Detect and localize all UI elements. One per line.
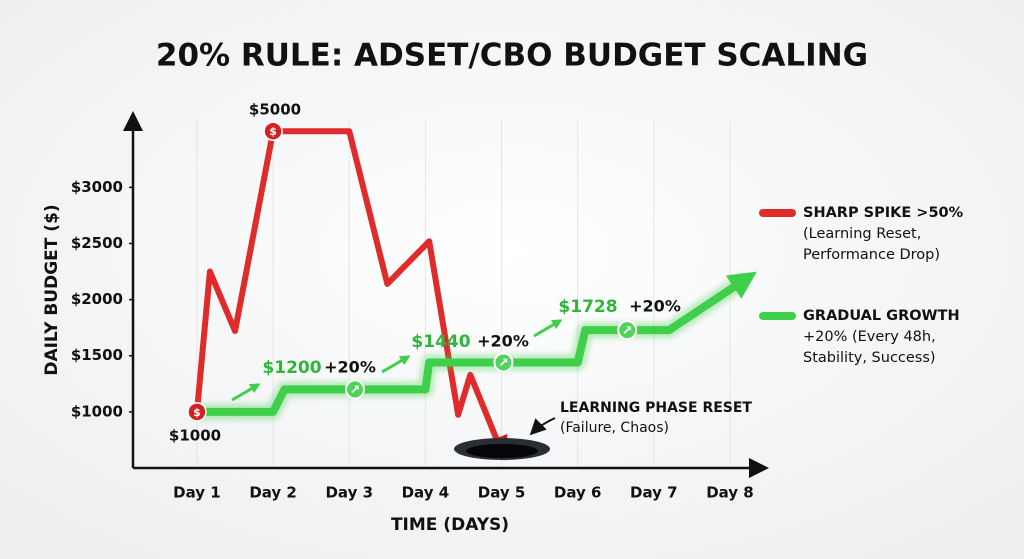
x-tick-label: Day 2 [249, 484, 297, 502]
annotation: $1440 [411, 332, 470, 352]
growth-arrow [231, 383, 261, 402]
legend-label: SHARP SPIKE >50% [803, 205, 964, 221]
x-tick-label: Day 1 [173, 484, 221, 502]
y-tick-label: $3000 [71, 178, 123, 196]
x-tick-label: Day 8 [706, 484, 754, 502]
annotation: $1000 [169, 427, 221, 445]
marker-symbol: $ [193, 406, 201, 419]
y-tick-label: $1500 [71, 346, 123, 364]
y-axis-title: DAILY BUDGET ($) [42, 204, 62, 375]
legend-label: GRADUAL GROWTH [803, 308, 960, 324]
marker-symbol: $ [269, 125, 277, 138]
step-icon [351, 385, 359, 393]
annotation: $5000 [249, 101, 301, 119]
x-tick-label: Day 6 [554, 484, 602, 502]
series-line [193, 128, 508, 461]
annotation: +20% [324, 358, 376, 377]
y-tick-label: $1000 [71, 402, 123, 420]
chart-title: 20% RULE: ADSET/CBO BUDGET SCALING [156, 38, 868, 74]
y-tick-label: $2000 [71, 290, 123, 308]
annotation: (Failure, Chaos) [560, 420, 669, 436]
annotation: $1728 [558, 297, 617, 317]
plot-area: Day 1 Day 2 Day 3 Day 4 Day 5 Day 6 Day 7 Day 8… [71, 101, 769, 502]
point-marker [187, 402, 207, 422]
annotation: LEARNING PHASE RESET [560, 400, 752, 416]
annotation: +20% [477, 332, 529, 351]
x-tick-label: Day 7 [630, 484, 678, 502]
x-tick-label: Day 3 [325, 484, 373, 502]
step-icon [499, 358, 508, 367]
point-marker [263, 121, 283, 141]
hole-center [466, 444, 538, 458]
step-icon [623, 326, 631, 334]
x-tick-label: Day 4 [402, 484, 450, 502]
series-line [196, 271, 757, 416]
y-tick-label: $2500 [71, 234, 123, 252]
growth-arrow [381, 355, 411, 374]
annotation: +20% [629, 297, 681, 316]
annotation: $1200 [262, 358, 321, 378]
legend-note: Stability, Success) [803, 350, 936, 366]
legend-note: (Learning Reset, [803, 226, 921, 242]
x-tick-label: Day 5 [478, 484, 526, 502]
growth-arrow [533, 319, 563, 338]
pointer-arrow [529, 417, 556, 436]
legend-note: +20% (Every 48h, [803, 329, 936, 345]
legend-note: Performance Drop) [803, 247, 940, 263]
x-axis-title: TIME (DAYS) [391, 515, 509, 535]
